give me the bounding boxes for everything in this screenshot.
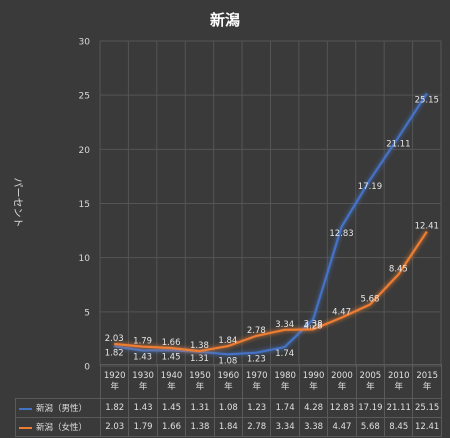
data-label: 4.47 (332, 308, 351, 318)
x-category-label: 2005 年 (355, 364, 386, 399)
x-category-label: 1940 年 (156, 364, 187, 399)
data-label: 1.38 (190, 341, 209, 351)
table-cell: 2.03 (99, 417, 130, 437)
series-line-0 (114, 92, 428, 356)
series-name: 新潟（男性） (36, 404, 88, 414)
data-label: 2.78 (247, 326, 266, 336)
data-label: 4.28 (304, 322, 323, 332)
data-label: 3.38 (304, 319, 323, 329)
data-label: 1.45 (162, 352, 181, 362)
data-label: 1.08 (218, 356, 237, 366)
x-category-label: 1930 年 (128, 364, 158, 399)
data-label: 1.23 (247, 355, 266, 365)
y-tick-label: 15 (79, 200, 90, 210)
table-cell: 4.47 (327, 417, 357, 437)
table-cell: 1.08 (213, 398, 244, 418)
data-label: 25.15 (415, 96, 439, 106)
table-cell: 5.68 (355, 417, 386, 437)
data-label: 17.19 (358, 182, 382, 192)
table-cell: 1.43 (128, 398, 158, 418)
x-category-label: 1970 年 (242, 364, 272, 399)
data-label: 3.34 (275, 320, 294, 330)
table-cell: 1.31 (185, 398, 215, 418)
table-cell: 8.45 (384, 417, 414, 437)
y-tick-label: 30 (79, 38, 91, 48)
x-category-label: 1960 年 (213, 364, 244, 399)
table-cell: 1.79 (128, 417, 158, 437)
data-label: 12.83 (329, 229, 353, 239)
table-cell: 21.11 (384, 398, 414, 418)
legend-entry: 新潟（男性） (15, 398, 101, 418)
y-tick-label: 5 (84, 308, 90, 318)
legend-entry: 新潟（女性） (15, 417, 101, 437)
data-label: 21.11 (386, 139, 410, 149)
data-label: 1.66 (162, 338, 181, 348)
table-cell: 4.28 (298, 398, 329, 418)
data-table: 1920 年 1930 年 1940 年 1950 年 1960 年 1970 年 1980 年 1990 年… (15, 364, 442, 437)
table-cell: 1.23 (242, 398, 272, 418)
table-cell: 17.19 (355, 398, 386, 418)
y-tick-label: 20 (79, 146, 91, 156)
table-cell: 2.78 (242, 417, 272, 437)
series-line-1 (114, 230, 428, 353)
table-cell: 12.83 (327, 398, 357, 418)
x-category-label: 1980 年 (270, 364, 300, 399)
table-row: 新潟（女性） 2.03 1.79 1.66 1.38 1.84 2.78 3.34 3.38 4.… (15, 417, 442, 437)
data-label: 12.41 (415, 222, 439, 232)
chart-title: 新潟 (209, 11, 240, 29)
table-cell: 1.45 (156, 398, 187, 418)
table-corner (15, 364, 101, 399)
data-label: 1.31 (190, 354, 209, 364)
legend-swatch (19, 426, 32, 429)
y-tick-label: 10 (79, 254, 91, 264)
table-cell: 1.74 (270, 398, 300, 418)
data-label: 5.68 (360, 294, 379, 304)
x-category-label: 1990 年 (298, 364, 329, 399)
data-label: 1.74 (275, 349, 294, 359)
table-cell: 3.34 (270, 417, 300, 437)
table-cell: 1.82 (99, 398, 130, 418)
data-label: 2.03 (105, 334, 124, 344)
table-row: 新潟（男性） 1.82 1.43 1.45 1.31 1.08 1.23 1.74 4.28 12… (15, 398, 442, 418)
data-label: 1.84 (218, 336, 237, 346)
legend-swatch (19, 407, 32, 410)
table-cell: 1.84 (213, 417, 244, 437)
data-label: 1.79 (133, 337, 152, 347)
data-label: 1.43 (133, 353, 152, 363)
table-cell: 25.15 (412, 398, 442, 418)
table-cell: 3.38 (298, 417, 329, 437)
x-category-label: 1920 年 (99, 364, 130, 399)
data-label: 8.45 (389, 264, 408, 274)
table-cell: 12.41 (412, 417, 442, 437)
y-tick-label: 25 (79, 92, 90, 102)
x-category-label: 2000 年 (327, 364, 357, 399)
x-category-label: 2015 年 (412, 364, 442, 399)
table-cell: 1.38 (185, 417, 215, 437)
table-cell: 1.66 (156, 417, 187, 437)
series-name: 新潟（女性） (36, 423, 88, 433)
x-category-label: 1950 年 (185, 364, 215, 399)
data-label: 1.82 (105, 348, 124, 358)
x-category-label: 2010 年 (384, 364, 414, 399)
